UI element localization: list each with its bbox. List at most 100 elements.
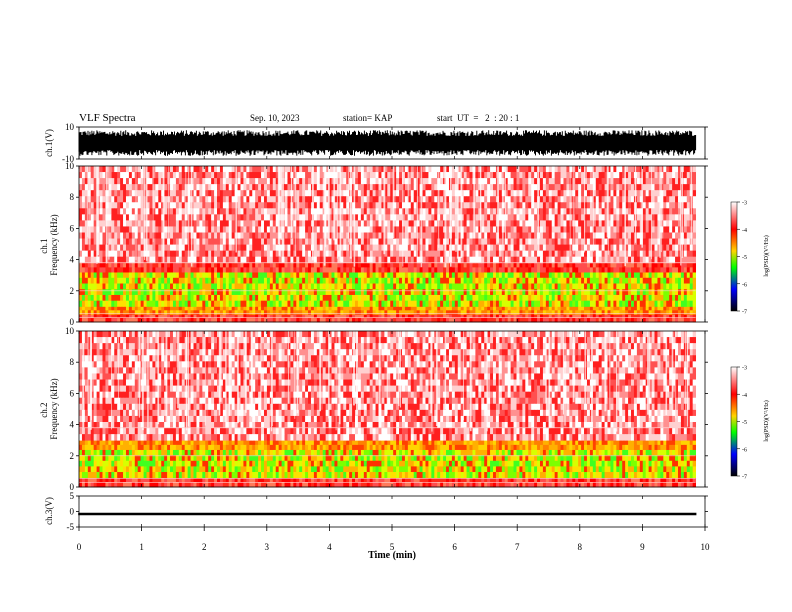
ch1-spectrogram-cell — [211, 208, 215, 215]
ch1-spectrogram-cell — [575, 283, 579, 290]
start-time-label: start UT = 2 : 20 : 1 — [437, 113, 520, 123]
ch1-spectrogram-cell — [407, 226, 412, 233]
ch1-spectrogram-cell — [487, 300, 491, 307]
ch1-spectrogram-cell — [120, 202, 124, 209]
ch1-spectrogram-cell — [81, 300, 86, 307]
ch1-spectrogram-cell — [545, 306, 550, 311]
ch1-spectrogram-cell — [604, 166, 608, 173]
ch1-spectrogram-cell — [469, 184, 473, 191]
ch1-spectrogram-cell — [149, 226, 153, 233]
ch1-spectrogram-cell — [181, 306, 186, 311]
ch1-spectrogram-cell — [99, 277, 103, 284]
ch1-spectrogram-cell — [208, 172, 212, 179]
ch1-spectrogram-cell — [249, 196, 253, 203]
ch1-spectrogram-cell — [642, 267, 647, 273]
ch1-spectrogram-cell — [677, 277, 682, 284]
ch1-spectrogram-cell — [584, 196, 588, 203]
ch1-spectrogram-cell — [689, 314, 694, 319]
ch1-spectrogram-cell — [672, 310, 676, 315]
ch1-spectrogram-cell — [337, 306, 341, 311]
ch1-spectrogram-cell — [237, 166, 241, 173]
ch1-spectrogram-cell — [387, 214, 391, 221]
ch1-spectrogram-cell — [187, 166, 191, 173]
ch1-spectrogram-cell — [208, 306, 212, 311]
ch1-spectrogram-cell — [619, 272, 623, 279]
ch1-spectrogram-cell — [202, 314, 206, 319]
ch1-spectrogram-cell — [648, 306, 652, 311]
ch1-spectrogram-cell — [672, 294, 676, 302]
ch1-spectrogram-cell — [114, 267, 118, 273]
ch1-spectrogram-cell — [125, 262, 130, 268]
ch1-spectrogram-cell — [114, 214, 118, 221]
ch1-spectrogram-cell — [651, 277, 655, 284]
ch1-spectrogram-cell — [560, 289, 564, 296]
ch1-spectrogram-cell — [563, 300, 567, 307]
ch1-spectrogram-cell — [340, 172, 344, 179]
ch1-spectrogram-cell — [375, 178, 379, 185]
ch1-spectrogram-cell — [466, 272, 470, 279]
ch1-spectrogram-cell — [96, 277, 100, 284]
ch1-spectrogram-cell — [481, 306, 485, 311]
ch1-spectrogram-cell — [211, 196, 215, 203]
ch1-spectrogram-cell — [504, 196, 509, 203]
ch1-spectrogram-cell — [689, 310, 694, 315]
ch1-spectrogram-cell — [299, 166, 303, 173]
ch1-spectrogram-cell — [560, 226, 564, 233]
ch1-spectrogram-cell — [595, 310, 600, 315]
ch1-spectrogram-cell — [331, 267, 335, 273]
ch1-spectrogram-cell — [498, 220, 503, 227]
ch1-spectrogram-cell — [692, 318, 697, 323]
ch1-spectrogram-cell — [375, 196, 379, 203]
ch1-spectrogram-cell — [463, 267, 467, 273]
ch1-spectrogram-cell — [287, 314, 291, 319]
ch1-spectrogram-cell — [381, 294, 385, 302]
ch1-spectrogram-cell — [302, 208, 306, 215]
ch1-spectrogram-cell — [387, 172, 391, 179]
ch1-spectrogram-cell — [384, 202, 388, 209]
ch1-spectrogram-cell — [355, 262, 359, 268]
ch1-spectrogram-cell — [548, 314, 553, 319]
ch1-spectrogram-cell — [513, 178, 517, 185]
ch1-spectrogram-cell — [457, 300, 462, 307]
ch1-spectrogram-cell — [534, 283, 538, 290]
ch1-spectrogram-cell — [158, 184, 162, 191]
ch1-spectrogram-cell — [589, 314, 594, 319]
ch1-spectrogram-cell — [93, 306, 98, 311]
ch1-spectrogram-cell — [363, 314, 368, 319]
ch1-spectrogram-cell — [548, 214, 553, 221]
ch1-spectrogram-cell — [205, 310, 209, 315]
ch1-spectrogram-cell — [539, 178, 544, 185]
ch1-spectrogram-cell — [578, 166, 582, 173]
ch1-spectrogram-cell — [613, 310, 617, 315]
ch1-spectrogram-cell — [143, 232, 147, 239]
ch1-spectrogram-cell — [272, 214, 277, 221]
ch1-spectrogram-cell — [384, 226, 388, 233]
ch1-spectrogram-cell — [366, 226, 371, 233]
ch1-spectrogram-cell — [563, 306, 567, 311]
ch1-spectrogram-cell — [172, 267, 177, 273]
ch1-spectrogram-cell — [633, 267, 638, 273]
ch1-spectrogram-cell — [258, 306, 262, 311]
ch1-spectrogram-cell — [460, 277, 465, 284]
ch1-spectrogram-cell — [96, 283, 100, 290]
ch1-spectrogram-cell — [601, 267, 605, 273]
ch1-spectrogram-cell — [416, 277, 421, 284]
ch1-spectrogram-cell — [575, 208, 579, 215]
ch1-spectrogram-cell — [284, 318, 288, 323]
ch1-spectrogram-cell — [404, 214, 409, 221]
ch1-spectrogram-cell — [648, 283, 652, 290]
ch1-spectrogram-cell — [534, 202, 538, 209]
ch1-spectrogram-cell — [102, 172, 106, 179]
ch1-spectrogram-cell — [648, 172, 652, 179]
ch1-spectrogram-cell — [531, 306, 535, 311]
ch1-spectrogram-cell — [181, 300, 186, 307]
ch1-spectrogram-cell — [172, 283, 177, 290]
ch1-spectrogram-cell — [672, 272, 676, 279]
ch1-spectrogram-cell — [178, 272, 183, 279]
ch1-spectrogram-cell — [225, 232, 230, 239]
ch1-spectrogram-cell — [545, 196, 550, 203]
ch1-spectrogram-cell — [440, 277, 444, 284]
ch1-spectrogram-cell — [692, 208, 697, 215]
ch1-spectrogram-cell — [501, 300, 506, 307]
ch1-spectrogram-cell — [454, 300, 459, 307]
